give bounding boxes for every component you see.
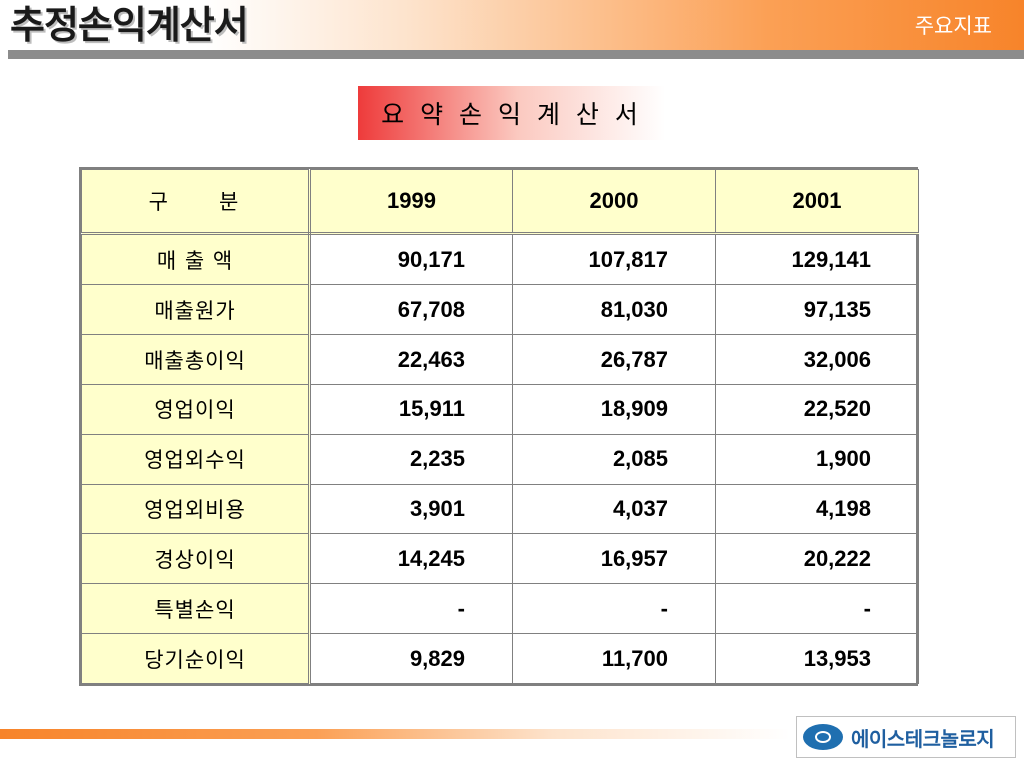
table-cell: 81,030 <box>512 284 716 336</box>
row-label: 특별손익 <box>81 583 311 635</box>
table-cell: 14,245 <box>309 533 513 585</box>
table-cell: 107,817 <box>512 232 716 286</box>
table-row: 경상이익 14,245 16,957 20,222 <box>81 533 919 585</box>
table-cell: 26,787 <box>512 334 716 386</box>
table-row: 매 출 액 90,171 107,817 129,141 <box>81 232 919 286</box>
company-logo: 에이스테크놀로지 <box>796 716 1016 758</box>
table-cell: 22,520 <box>715 384 919 435</box>
row-label: 영업이익 <box>81 384 311 435</box>
header-shadow <box>8 50 1024 59</box>
table-cell: 97,135 <box>715 284 919 336</box>
table-cell: 2,085 <box>512 433 716 485</box>
table-row: 매출총이익 22,463 26,787 32,006 <box>81 334 919 386</box>
table-cell: 22,463 <box>309 334 513 386</box>
table-row: 당기순이익 9,829 11,700 13,953 <box>81 633 919 684</box>
row-label: 영업외비용 <box>81 483 311 535</box>
table-cell: 32,006 <box>715 334 919 386</box>
table-cell: - <box>512 583 716 635</box>
table-cell: 3,901 <box>309 483 513 535</box>
section-label: 주요지표 <box>914 14 992 38</box>
table-row: 매출원가 67,708 81,030 97,135 <box>81 284 919 336</box>
row-label: 영업외수익 <box>81 433 311 485</box>
table-row: 영업외수익 2,235 2,085 1,900 <box>81 433 919 485</box>
row-label: 당기순이익 <box>81 633 311 684</box>
column-header-year: 1999 <box>309 169 513 235</box>
row-label: 매 출 액 <box>81 232 311 286</box>
table-cell: 2,235 <box>309 433 513 485</box>
table-cell: - <box>715 583 919 635</box>
table-cell: 15,911 <box>309 384 513 435</box>
table-cell: 11,700 <box>512 633 716 684</box>
subtitle: 요 약 손 익 계 산 서 <box>381 100 642 129</box>
table-row: 특별손익 - - - <box>81 583 919 635</box>
footer-bar <box>0 729 790 739</box>
company-emblem-icon <box>803 724 843 750</box>
subtitle-box: 요 약 손 익 계 산 서 <box>358 86 665 140</box>
table-cell: 4,037 <box>512 483 716 535</box>
table-cell: 20,222 <box>715 533 919 585</box>
row-label: 경상이익 <box>81 533 311 585</box>
table-row: 영업이익 15,911 18,909 22,520 <box>81 384 919 435</box>
row-label: 매출원가 <box>81 284 311 336</box>
table-cell: 16,957 <box>512 533 716 585</box>
column-header-year: 2000 <box>512 169 716 235</box>
column-header-year: 2001 <box>715 169 919 235</box>
income-statement-table: 구 분 1999 2000 2001 매 출 액 90,171 107,817 … <box>79 167 919 686</box>
table-cell: 9,829 <box>309 633 513 684</box>
row-label: 매출총이익 <box>81 334 311 386</box>
table-row: 영업외비용 3,901 4,037 4,198 <box>81 483 919 535</box>
table-cell: 129,141 <box>715 232 919 286</box>
table-cell: 67,708 <box>309 284 513 336</box>
company-logo-text: 에이스테크놀로지 <box>851 726 995 751</box>
table-cell: - <box>309 583 513 635</box>
table-header-row: 구 분 1999 2000 2001 <box>81 169 919 235</box>
page-title: 추정손익계산서 <box>10 3 249 47</box>
header-bar <box>0 0 1024 50</box>
table-cell: 90,171 <box>309 232 513 286</box>
table-cell: 18,909 <box>512 384 716 435</box>
table-cell: 4,198 <box>715 483 919 535</box>
table-cell: 1,900 <box>715 433 919 485</box>
table-cell: 13,953 <box>715 633 919 684</box>
column-header-category: 구 분 <box>81 169 311 235</box>
